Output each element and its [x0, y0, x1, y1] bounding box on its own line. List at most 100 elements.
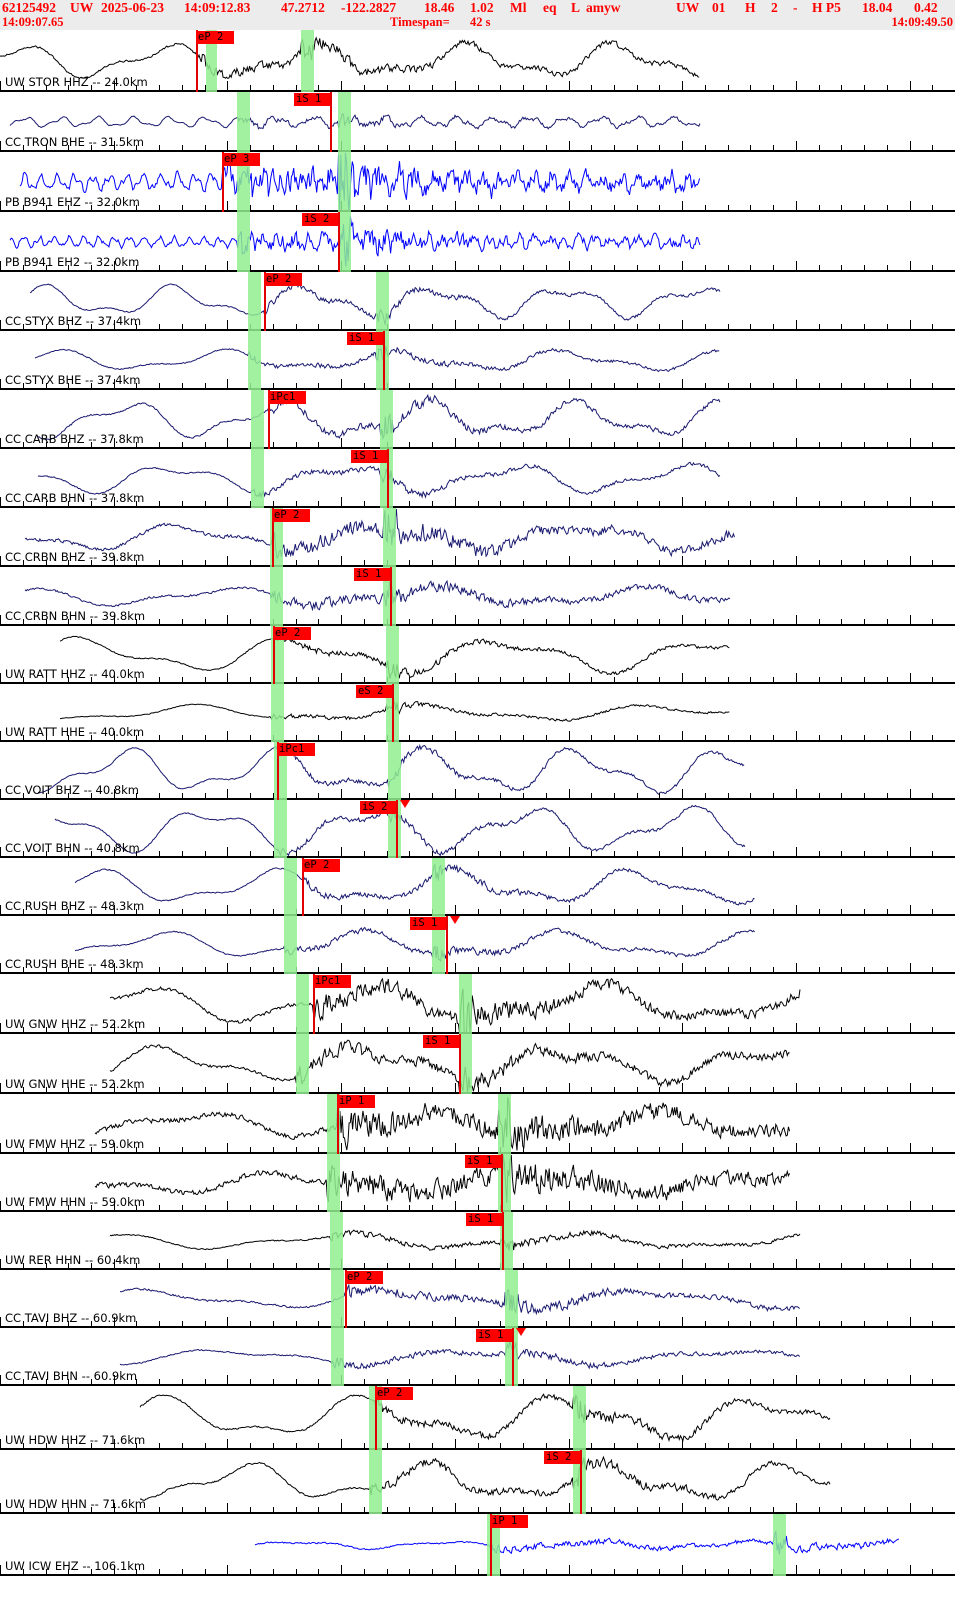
pick-label[interactable]: iPc1: [277, 743, 315, 756]
pick-label[interactable]: iP 1: [490, 1515, 528, 1528]
pick-line[interactable]: [375, 1386, 377, 1450]
pick-line[interactable]: [459, 1034, 461, 1094]
trace-row[interactable]: iS 1 CC STYX BHE -- 37.4km: [0, 331, 955, 390]
pick-label[interactable]: eP 2: [196, 31, 234, 44]
phase-window-band: [459, 1034, 472, 1094]
trace-separator: [0, 1152, 955, 1154]
phase-window-band: [330, 1212, 343, 1270]
pick-line[interactable]: [338, 212, 340, 272]
trace-row[interactable]: eP 2 UW RATT HHZ -- 40.0km: [0, 626, 955, 684]
station-channel-label: CC TRON BHE -- 31.5km: [5, 135, 144, 149]
pick-line[interactable]: [196, 30, 198, 92]
pick-label[interactable]: iS 1: [465, 1155, 501, 1168]
pick-label[interactable]: eP 2: [264, 273, 302, 286]
trace-row[interactable]: eP 2 CC CRBN BHZ -- 39.8km: [0, 508, 955, 567]
trace-row[interactable]: iS 2 PB B941 EH2 -- 32.0km: [0, 212, 955, 272]
trace-row[interactable]: eP 3 PB B941 EHZ -- 32.0km: [0, 152, 955, 212]
trace-row[interactable]: eS 2 UW RATT HHE -- 40.0km: [0, 684, 955, 742]
trace-row[interactable]: iP 1 UW ICW EHZ -- 106.1km: [0, 1514, 955, 1576]
time-axis-ticks: [0, 615, 955, 624]
trace-row[interactable]: iS 1 UW RER HHN -- 60.4km: [0, 1212, 955, 1270]
pick-label[interactable]: eP 3: [222, 153, 260, 166]
pick-label[interactable]: iPc1: [268, 391, 306, 404]
pick-label[interactable]: iPc1: [313, 975, 351, 988]
trace-row[interactable]: iP 1 UW FMW HHZ -- 59.0km: [0, 1094, 955, 1154]
trace-row[interactable]: iS 1 UW FMW HHN -- 59.0km: [0, 1154, 955, 1212]
trace-row[interactable]: iS 1 CC CRBN BHN -- 39.8km: [0, 567, 955, 626]
time-axis-ticks: [0, 673, 955, 682]
pick-line[interactable]: [490, 1514, 492, 1576]
pick-line[interactable]: [268, 390, 270, 449]
pick-line[interactable]: [390, 567, 392, 626]
trace-row[interactable]: iS 1 UW GNW HHE -- 52.2km: [0, 1034, 955, 1094]
time-axis-ticks: [0, 320, 955, 329]
pick-label[interactable]: eP 2: [375, 1387, 413, 1400]
station-channel-label: CC STYX BHE -- 37.4km: [5, 373, 141, 387]
trace-row[interactable]: iPc1 UW GNW HHZ -- 52.2km: [0, 974, 955, 1034]
pick-label[interactable]: iS 1: [294, 93, 330, 106]
pick-line[interactable]: [512, 1328, 514, 1386]
phase-window-band: [380, 390, 393, 449]
pick-line[interactable]: [272, 508, 274, 567]
pick-line[interactable]: [446, 916, 448, 974]
trace-row[interactable]: iS 1 CC CARB BHN -- 37.8km: [0, 449, 955, 508]
phase-window-band: [284, 858, 297, 916]
pick-line[interactable]: [396, 800, 398, 858]
pick-line[interactable]: [313, 974, 315, 1034]
phase-window-band: [773, 1514, 786, 1576]
station-channel-label: CC RUSH BHE -- 48.3km: [5, 957, 144, 971]
pick-label[interactable]: iS 1: [466, 1213, 502, 1226]
pick-label[interactable]: iS 1: [423, 1035, 459, 1048]
trace-row[interactable]: iS 2 UW HDW HHN -- 71.6km: [0, 1450, 955, 1514]
pick-line[interactable]: [580, 1450, 582, 1514]
trace-row[interactable]: iPc1 CC VOIT BHZ -- 40.8km: [0, 742, 955, 800]
pick-label[interactable]: iS 1: [476, 1329, 512, 1342]
waveform: [0, 212, 955, 272]
time-axis-ticks: [0, 963, 955, 972]
pick-label[interactable]: iS 2: [360, 801, 396, 814]
trace-row[interactable]: iS 1 CC TRON BHE -- 31.5km: [0, 92, 955, 152]
pick-label[interactable]: eP 2: [345, 1271, 383, 1284]
station-channel-label: UW GNW HHE -- 52.2km: [5, 1077, 145, 1091]
pick-line[interactable]: [501, 1154, 503, 1212]
pick-label[interactable]: iS 2: [302, 213, 338, 226]
pick-line[interactable]: [387, 449, 389, 508]
waveform: [0, 1034, 955, 1094]
waveform: [0, 1450, 955, 1514]
trace-separator: [0, 1448, 955, 1450]
trace-row[interactable]: eP 2 CC STYX BHZ -- 37.4km: [0, 272, 955, 331]
pick-line[interactable]: [337, 1094, 339, 1154]
phase-window-band: [376, 331, 389, 390]
pick-label[interactable]: iS 1: [351, 450, 387, 463]
pick-line[interactable]: [273, 626, 275, 684]
pick-label[interactable]: iP 1: [337, 1095, 375, 1108]
trace-row[interactable]: iS 2 CC VOIT BHN -- 40.8km: [0, 800, 955, 858]
waveform: [0, 974, 955, 1034]
trace-separator: [0, 1210, 955, 1212]
trace-row[interactable]: iPc1 CC CARB BHZ -- 37.8km: [0, 390, 955, 449]
pick-label[interactable]: iS 1: [354, 568, 390, 581]
pick-label[interactable]: eP 2: [302, 859, 340, 872]
pick-label[interactable]: iS 1: [410, 917, 446, 930]
pick-line[interactable]: [302, 858, 304, 916]
pick-line[interactable]: [392, 684, 394, 742]
pick-line[interactable]: [264, 272, 266, 331]
pick-label[interactable]: iS 1: [347, 332, 383, 345]
trace-row[interactable]: eP 2 UW STOR HHZ -- 24.0km: [0, 30, 955, 92]
trace-row[interactable]: eP 2 CC RUSH BHZ -- 48.3km: [0, 858, 955, 916]
trace-row[interactable]: eP 2 UW HDW HHZ -- 71.6km: [0, 1386, 955, 1450]
pick-line[interactable]: [277, 742, 279, 800]
trace-row[interactable]: iS 1 CC TAVI BHN -- 60.9km: [0, 1328, 955, 1386]
pick-line[interactable]: [502, 1212, 504, 1270]
pick-line[interactable]: [330, 92, 332, 152]
pick-line[interactable]: [345, 1270, 347, 1328]
trace-row[interactable]: iS 1 CC RUSH BHE -- 48.3km: [0, 916, 955, 974]
pick-label[interactable]: iS 2: [544, 1451, 580, 1464]
pick-label[interactable]: eS 2: [356, 685, 392, 698]
trace-row[interactable]: eP 2 CC TAVI BHZ -- 60.9km: [0, 1270, 955, 1328]
pick-line[interactable]: [222, 152, 224, 212]
pick-label[interactable]: eP 2: [273, 627, 311, 640]
pick-line[interactable]: [383, 331, 385, 390]
pick-label[interactable]: eP 2: [272, 509, 310, 522]
trace-separator: [0, 90, 955, 92]
